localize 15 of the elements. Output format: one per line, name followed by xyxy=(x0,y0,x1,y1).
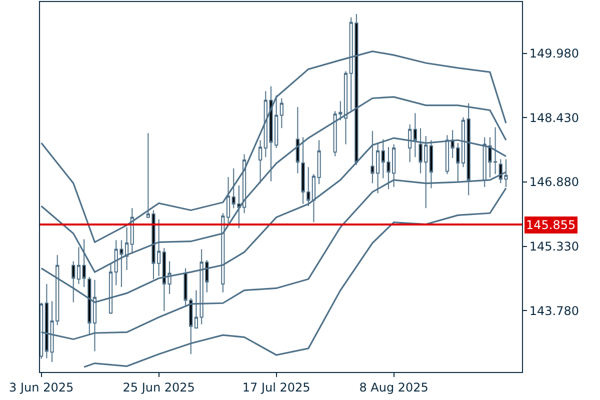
candlestick xyxy=(296,106,300,174)
y-tick-label: 146.880 xyxy=(529,175,580,190)
x-tick-label: 17 Jul 2025 xyxy=(242,380,310,394)
candlestick xyxy=(280,98,284,129)
y-tick-label: 143.780 xyxy=(529,304,580,318)
candlestick xyxy=(194,290,198,329)
x-tick-label: 8 Aug 2025 xyxy=(359,380,428,394)
y-tick-label: 149.980 xyxy=(529,46,580,61)
candlestick xyxy=(258,140,262,184)
candlestick xyxy=(226,176,230,224)
x-tick-label: 25 Jun 2025 xyxy=(122,380,195,394)
y-tick-label: 145.330 xyxy=(529,240,580,254)
x-tick-label: 3 Jun 2025 xyxy=(9,380,74,394)
y-tick-label: 148.430 xyxy=(529,110,580,125)
ref-line-label: 145.855 xyxy=(526,218,576,232)
